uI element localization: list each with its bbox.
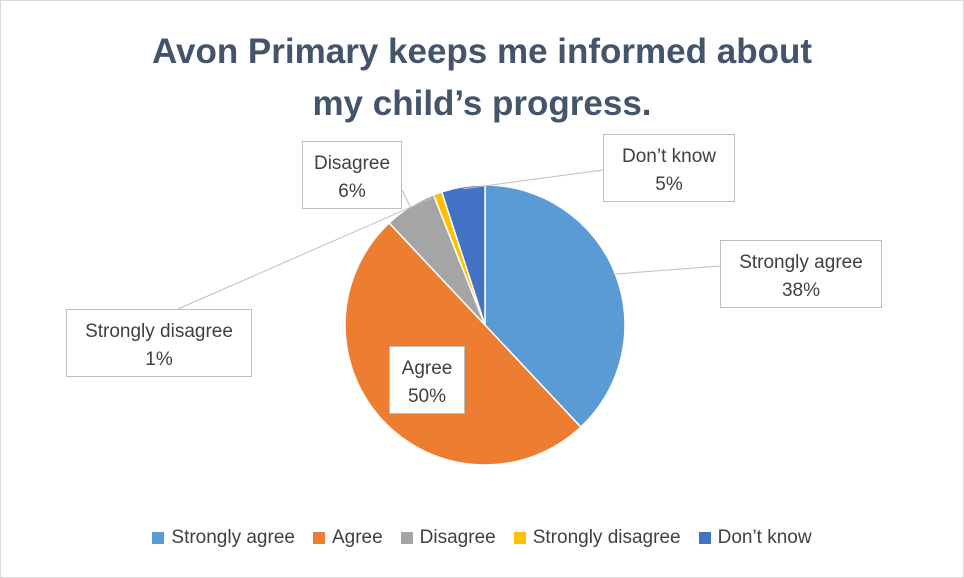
data-label-value: 5% xyxy=(604,171,734,199)
data-label-strongly-agree: Strongly agree 38% xyxy=(720,240,882,308)
legend-label: Strongly disagree xyxy=(533,527,681,549)
data-label-category: Agree xyxy=(390,355,464,383)
legend-swatch xyxy=(313,532,325,544)
data-label-value: 1% xyxy=(67,346,251,374)
data-label-category: Strongly agree xyxy=(721,249,881,277)
data-label-category: Strongly disagree xyxy=(67,318,251,346)
data-label-disagree: Disagree 6% xyxy=(302,141,402,209)
legend-item-strongly-agree: Strongly agree xyxy=(152,527,295,549)
legend-item-strongly-disagree: Strongly disagree xyxy=(514,527,681,549)
data-label-dont-know: Don’t know 5% xyxy=(603,134,735,202)
leader-line xyxy=(613,266,720,274)
leader-line xyxy=(463,170,603,189)
legend-swatch xyxy=(514,532,526,544)
legend-label: Don’t know xyxy=(718,527,812,549)
legend-swatch xyxy=(699,532,711,544)
leader-line xyxy=(402,190,411,208)
legend-label: Disagree xyxy=(420,527,496,549)
data-label-strongly-disagree: Strongly disagree 1% xyxy=(66,309,252,377)
legend-item-agree: Agree xyxy=(313,527,383,549)
data-label-category: Don’t know xyxy=(604,143,734,171)
legend: Strongly agree Agree Disagree Strongly d… xyxy=(0,527,964,549)
data-label-category: Disagree xyxy=(303,150,401,178)
legend-swatch xyxy=(401,532,413,544)
legend-label: Agree xyxy=(332,527,383,549)
data-label-value: 38% xyxy=(721,277,881,305)
legend-item-dont-know: Don’t know xyxy=(699,527,812,549)
legend-swatch xyxy=(152,532,164,544)
data-label-agree: Agree 50% xyxy=(389,346,465,414)
data-label-value: 50% xyxy=(390,383,464,411)
legend-label: Strongly agree xyxy=(171,527,295,549)
legend-item-disagree: Disagree xyxy=(401,527,496,549)
data-label-value: 6% xyxy=(303,178,401,206)
